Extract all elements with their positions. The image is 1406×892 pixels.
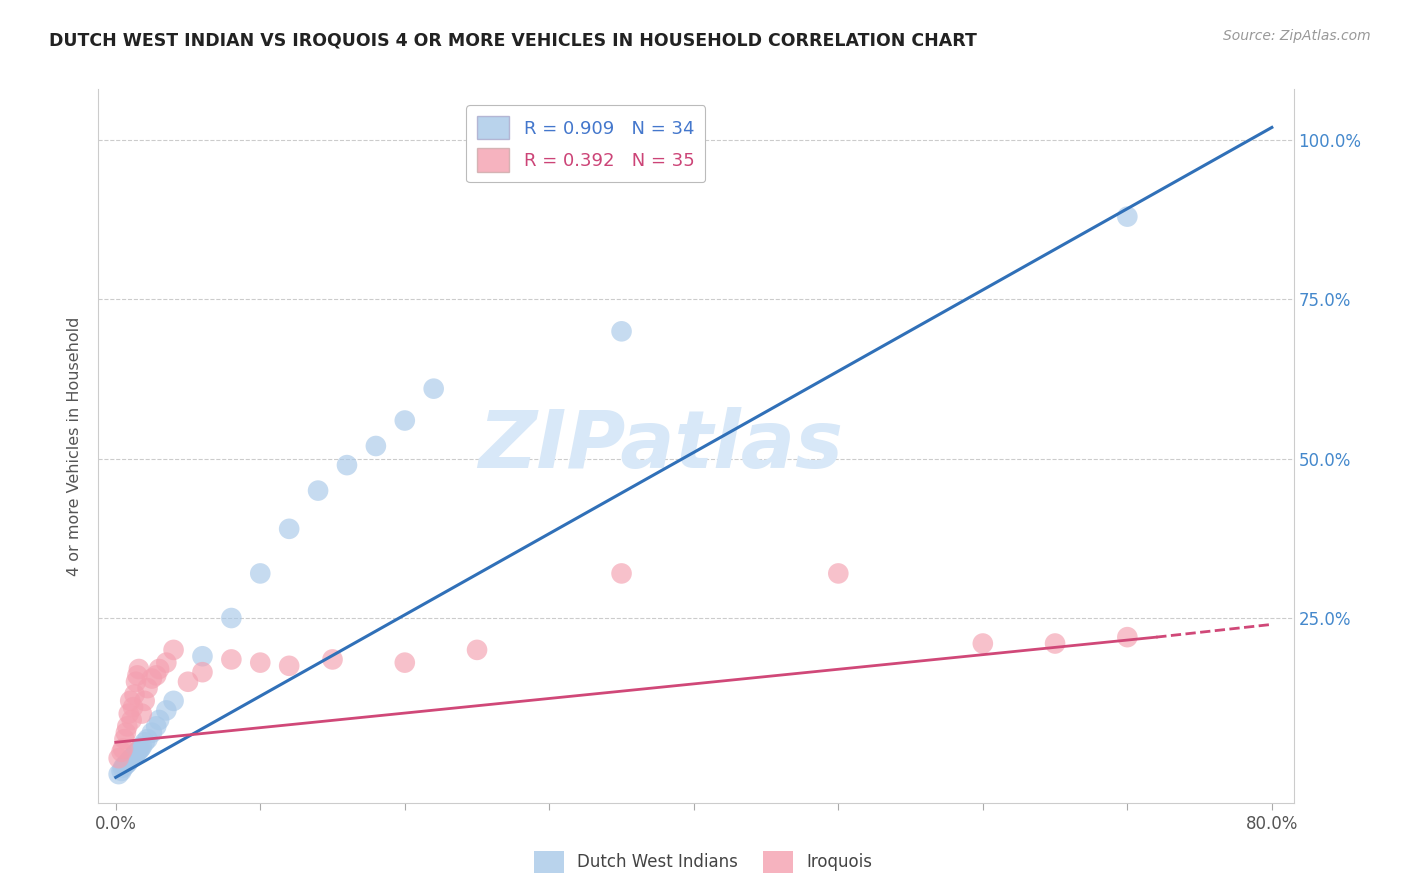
- Point: [117, 719, 139, 733]
- Point: [115, 725, 138, 739]
- Point: [162, 643, 184, 657]
- Point: [141, 672, 163, 686]
- Point: [125, 674, 148, 689]
- Y-axis label: 4 or more Vehicles in Household: 4 or more Vehicles in Household: [67, 317, 83, 575]
- Point: [249, 656, 271, 670]
- Point: [128, 743, 150, 757]
- Point: [128, 662, 150, 676]
- Point: [114, 759, 136, 773]
- Point: [221, 652, 243, 666]
- Point: [162, 694, 184, 708]
- Point: [134, 694, 156, 708]
- Point: [610, 566, 633, 581]
- Point: [131, 739, 153, 754]
- Point: [249, 566, 271, 581]
- Point: [117, 756, 139, 771]
- Point: [125, 746, 148, 760]
- Point: [115, 757, 138, 772]
- Point: [110, 745, 132, 759]
- Point: [122, 750, 145, 764]
- Text: ZIPatlas: ZIPatlas: [478, 407, 842, 485]
- Point: [124, 747, 146, 762]
- Point: [221, 611, 243, 625]
- Point: [155, 703, 177, 717]
- Point: [972, 636, 994, 650]
- Point: [129, 741, 152, 756]
- Point: [278, 522, 301, 536]
- Point: [118, 706, 141, 721]
- Point: [177, 674, 200, 689]
- Point: [307, 483, 329, 498]
- Point: [114, 732, 136, 747]
- Legend: R = 0.909   N = 34, R = 0.392   N = 35: R = 0.909 N = 34, R = 0.392 N = 35: [465, 105, 706, 183]
- Point: [336, 458, 359, 472]
- Point: [145, 719, 167, 733]
- Point: [136, 732, 159, 747]
- Point: [121, 751, 143, 765]
- Point: [394, 413, 416, 427]
- Point: [422, 382, 444, 396]
- Point: [127, 745, 149, 759]
- Point: [394, 656, 416, 670]
- Legend: Dutch West Indians, Iroquois: Dutch West Indians, Iroquois: [527, 845, 879, 880]
- Point: [322, 652, 344, 666]
- Point: [1116, 210, 1139, 224]
- Point: [141, 725, 163, 739]
- Point: [120, 752, 142, 766]
- Point: [465, 643, 488, 657]
- Point: [110, 764, 132, 778]
- Point: [111, 741, 134, 756]
- Point: [191, 665, 214, 680]
- Point: [121, 713, 143, 727]
- Point: [148, 662, 170, 676]
- Point: [191, 649, 214, 664]
- Point: [131, 706, 153, 721]
- Point: [1043, 636, 1066, 650]
- Point: [278, 658, 301, 673]
- Point: [827, 566, 849, 581]
- Point: [127, 668, 149, 682]
- Point: [122, 700, 145, 714]
- Text: DUTCH WEST INDIAN VS IROQUOIS 4 OR MORE VEHICLES IN HOUSEHOLD CORRELATION CHART: DUTCH WEST INDIAN VS IROQUOIS 4 OR MORE …: [49, 31, 977, 49]
- Point: [610, 324, 633, 338]
- Point: [155, 656, 177, 670]
- Point: [1116, 630, 1139, 644]
- Point: [107, 767, 129, 781]
- Text: Source: ZipAtlas.com: Source: ZipAtlas.com: [1223, 29, 1371, 43]
- Point: [111, 761, 134, 775]
- Point: [134, 735, 156, 749]
- Point: [145, 668, 167, 682]
- Point: [148, 713, 170, 727]
- Point: [107, 751, 129, 765]
- Point: [364, 439, 387, 453]
- Point: [136, 681, 159, 695]
- Point: [120, 694, 142, 708]
- Point: [118, 755, 141, 769]
- Point: [124, 688, 146, 702]
